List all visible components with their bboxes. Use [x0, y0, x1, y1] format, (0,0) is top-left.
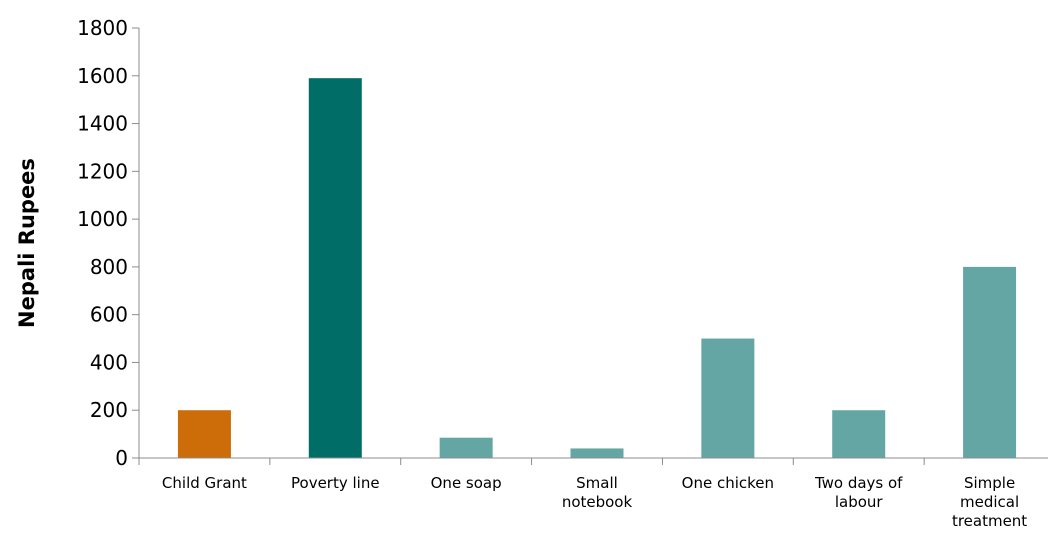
x-tick-label: Two days of labour	[814, 474, 903, 511]
x-tick-label-line: medical	[960, 493, 1019, 511]
x-tick-label-line: Poverty line	[291, 474, 380, 492]
x-axis: Child Grant Poverty line One soap Small note…	[138, 457, 1048, 530]
y-tick-label: 400	[90, 350, 128, 374]
y-tick-label: 1000	[77, 207, 128, 231]
bar	[701, 338, 755, 458]
x-tick-label: Small notebook	[562, 474, 633, 511]
y-tick-label: 200	[90, 398, 128, 422]
x-tick-label-line: Small	[576, 474, 618, 492]
y-axis-title: Nepali Rupees	[15, 158, 39, 328]
y-axis: 0 200 400 600 800 1000 1200 1400 1600 1800	[77, 16, 140, 470]
x-tick-label: Simple medical treatment	[952, 474, 1027, 530]
y-tick-label: 1400	[77, 112, 128, 136]
x-tick-label-line: labour	[835, 493, 884, 511]
bars	[177, 78, 1017, 459]
x-tick-label-line: Two days of	[814, 474, 903, 492]
x-tick-label-line: notebook	[562, 493, 633, 511]
y-tick-label: 600	[90, 303, 128, 327]
x-tick-label: Poverty line	[291, 474, 380, 492]
y-tick-label: 0	[115, 446, 128, 470]
x-tick-label-line: One soap	[431, 474, 502, 492]
x-tick-label: One soap	[431, 474, 502, 492]
bar	[570, 448, 624, 458]
bar	[308, 78, 362, 459]
x-tick-label: One chicken	[682, 474, 774, 492]
bar	[439, 437, 493, 458]
bar	[832, 410, 886, 458]
x-tick-label-line: One chicken	[682, 474, 774, 492]
x-tick-label-line: treatment	[952, 512, 1027, 530]
y-tick-label: 1600	[77, 64, 128, 88]
x-tick-label-line: Simple	[964, 474, 1015, 492]
x-tick-label-line: Child Grant	[162, 474, 247, 492]
y-tick-label: 1800	[77, 16, 128, 40]
x-tick-label: Child Grant	[162, 474, 247, 492]
bar	[177, 410, 231, 458]
y-tick-label: 1200	[77, 159, 128, 183]
y-tick-label: 800	[90, 255, 128, 279]
bar	[963, 266, 1017, 458]
